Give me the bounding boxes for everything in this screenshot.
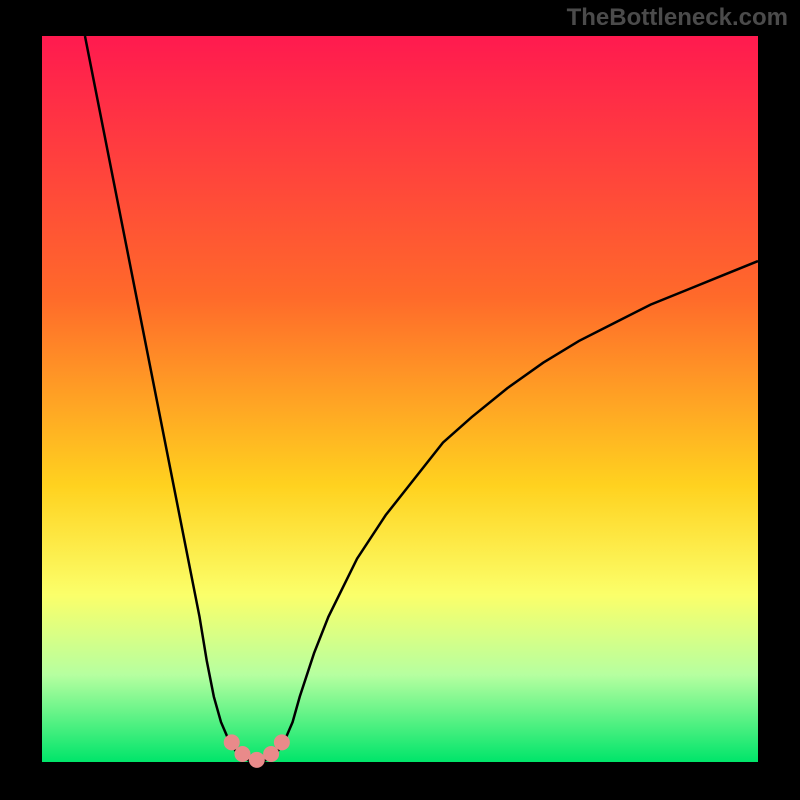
- curve-markers: [224, 734, 290, 767]
- plot-area: [42, 36, 758, 762]
- curve-marker: [249, 752, 265, 768]
- watermark-text: TheBottleneck.com: [567, 4, 788, 32]
- chart-container: TheBottleneck.com: [0, 0, 800, 800]
- bottleneck-curve: [85, 36, 758, 762]
- curve-marker: [234, 746, 250, 762]
- bottleneck-curve-svg: [42, 36, 758, 762]
- curve-marker: [274, 734, 290, 750]
